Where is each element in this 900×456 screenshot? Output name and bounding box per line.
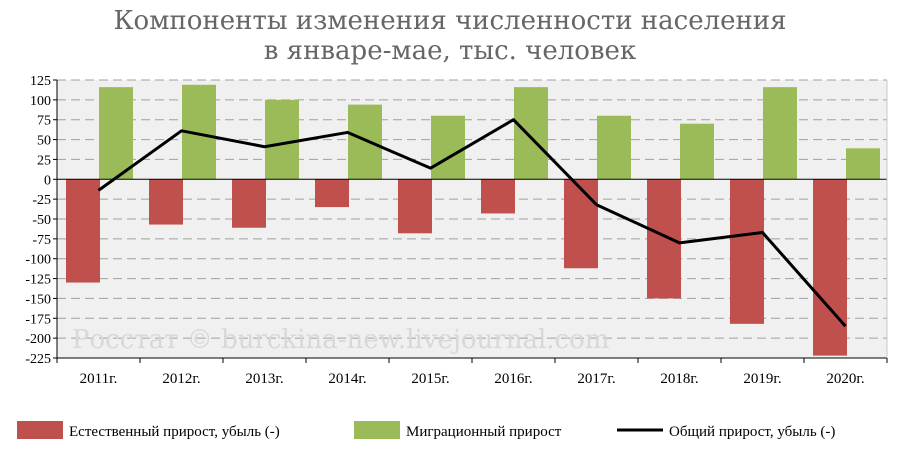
y-tick-label: -50 xyxy=(32,213,51,228)
y-tick-label: 100 xyxy=(30,94,51,109)
x-tick-label: 2016г. xyxy=(494,371,532,387)
chart-title-line-1: Компоненты изменения численности населен… xyxy=(113,6,787,36)
x-tick-label: 2019г. xyxy=(743,371,781,387)
y-tick-label: -225 xyxy=(25,352,51,367)
bar-migration xyxy=(348,104,382,180)
y-tick-label: 50 xyxy=(37,134,51,149)
y-tick-label: 125 xyxy=(30,74,51,89)
x-tick-label: 2020г. xyxy=(826,371,864,387)
legend-swatch-natural xyxy=(17,421,63,439)
bar-natural xyxy=(149,179,183,225)
bar-migration xyxy=(99,87,133,180)
y-tick-label: 0 xyxy=(44,173,51,188)
y-tick-label: -175 xyxy=(25,312,51,327)
bar-migration xyxy=(514,87,548,180)
bar-natural xyxy=(315,179,349,208)
x-tick-label: 2018г. xyxy=(660,371,698,387)
bar-migration xyxy=(265,99,299,180)
x-tick-label: 2014г. xyxy=(328,371,366,387)
watermark: Росстат © burckina-new.livejournal.com xyxy=(72,325,609,355)
bar-migration xyxy=(763,87,797,180)
bar-migration xyxy=(680,123,714,180)
y-tick-label: 25 xyxy=(37,153,51,168)
legend-label-natural: Естественный прирост, убыль (-) xyxy=(69,424,280,440)
series-natural-bars xyxy=(66,179,847,356)
y-axis-ticks: 125 100 75 50 25 0 -25 -50 -75 -100 -125 -150 -175 -2… xyxy=(25,74,57,367)
x-tick-label: 2017г. xyxy=(577,371,615,387)
bar-natural xyxy=(398,179,432,234)
y-tick-label: 75 xyxy=(37,114,51,129)
x-tick-label: 2011г. xyxy=(80,371,118,387)
series-migration-bars xyxy=(99,84,880,180)
legend-label-migration: Миграционный прирост xyxy=(406,424,562,440)
chart-title: Компоненты изменения численности населен… xyxy=(0,6,900,66)
x-axis-ticks: 2011г. 2012г. 2013г. 2014г. 2015г. 2016г. 2017… xyxy=(56,358,888,387)
bar-natural xyxy=(481,179,515,214)
bar-natural xyxy=(232,179,266,228)
chart-title-line-2: в январе-мае, тыс. человек xyxy=(263,36,637,66)
bar-natural xyxy=(730,179,764,324)
bar-natural xyxy=(647,179,681,299)
y-tick-label: -25 xyxy=(32,193,51,208)
y-tick-label: -75 xyxy=(32,233,51,248)
bar-natural xyxy=(564,179,598,269)
series-total-line xyxy=(97,118,847,328)
y-tick-label: -200 xyxy=(25,332,51,347)
legend-label-total: Общий прирост, убыль (-) xyxy=(669,424,835,440)
bar-migration xyxy=(597,115,631,180)
legend: Естественный прирост, убыль (-) Миграцио… xyxy=(17,421,835,440)
y-tick-label: -125 xyxy=(25,273,51,288)
legend-swatch-migration xyxy=(354,421,400,439)
bar-migration xyxy=(846,148,880,180)
bar-natural xyxy=(813,179,847,356)
x-tick-label: 2015г. xyxy=(411,371,449,387)
bar-natural xyxy=(66,179,100,283)
x-tick-label: 2013г. xyxy=(245,371,283,387)
y-tick-label: -100 xyxy=(25,253,51,268)
x-tick-label: 2012г. xyxy=(162,371,200,387)
bar-migration xyxy=(431,115,465,180)
y-tick-label: -150 xyxy=(25,292,51,307)
